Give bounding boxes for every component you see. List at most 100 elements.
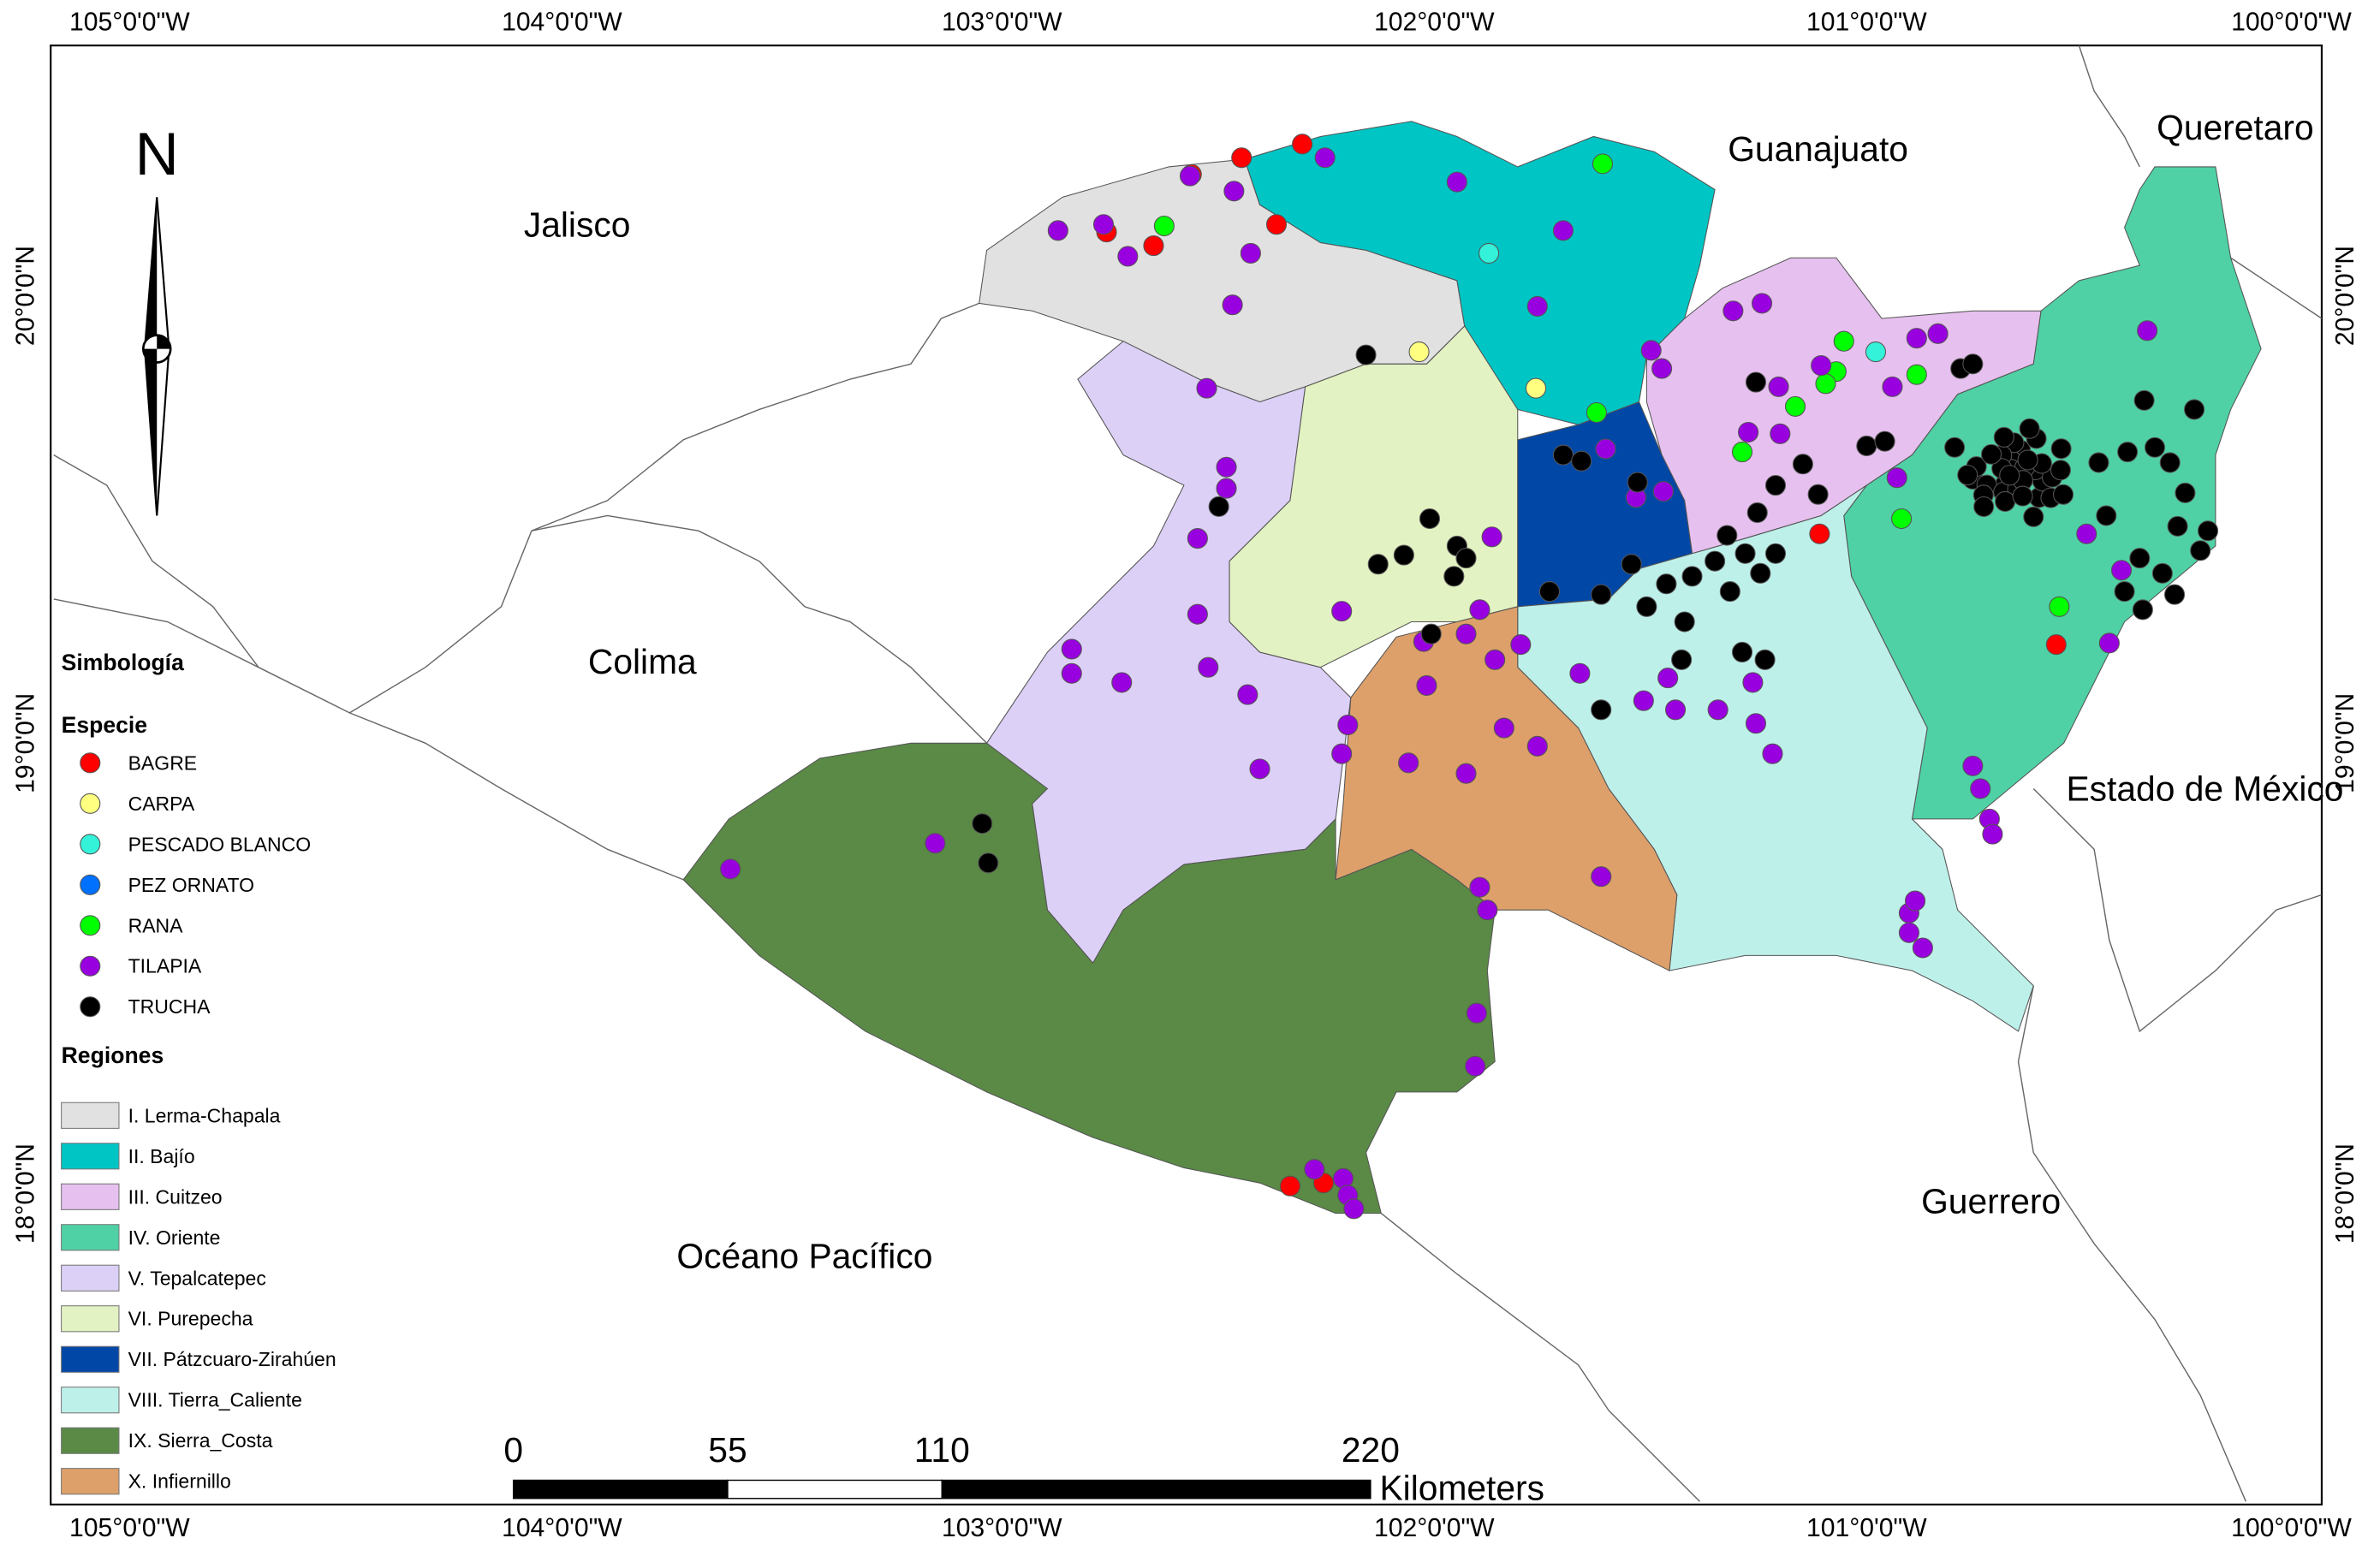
place-label: Jalisco <box>524 205 631 244</box>
occurrence-point <box>1980 443 2002 465</box>
occurrence-point <box>1865 341 1887 363</box>
occurrence-point <box>1657 668 1679 689</box>
occurrence-point <box>1815 373 1836 395</box>
occurrence-point <box>720 858 741 880</box>
legend-symbol <box>80 996 101 1018</box>
place-label: Guerrero <box>1921 1182 2061 1221</box>
occurrence-point <box>1408 341 1430 363</box>
occurrence-point <box>2137 320 2158 341</box>
occurrence-point <box>2023 506 2044 527</box>
legend-swatch <box>61 1143 120 1170</box>
occurrence-point <box>1723 300 1744 322</box>
occurrence-point <box>1314 147 1336 169</box>
occurrence-point <box>1479 242 1500 264</box>
occurrence-point <box>1198 656 1219 678</box>
legend-label: V. Tepalcatepec <box>128 1267 266 1289</box>
occurrence-point <box>1337 714 1359 736</box>
arrow-upper-shade <box>145 197 158 349</box>
occurrence-point <box>1731 442 1753 463</box>
occurrence-point <box>1962 353 1984 375</box>
occurrence-point <box>1153 215 1175 237</box>
occurrence-point <box>2167 515 2188 537</box>
occurrence-point <box>1633 690 1654 711</box>
occurrence-point <box>925 833 946 854</box>
occurrence-point <box>1898 922 1919 943</box>
occurrence-point <box>2184 399 2205 420</box>
legend-symbol <box>80 955 101 977</box>
occurrence-point <box>1443 566 1465 587</box>
occurrence-point <box>1970 778 1991 799</box>
occurrence-point <box>1469 599 1490 621</box>
latitude-label: 20°0'0"N <box>2331 246 2359 346</box>
occurrence-point <box>1231 147 1252 169</box>
occurrence-point <box>1304 1159 1325 1180</box>
occurrence-point <box>1636 596 1657 617</box>
occurrence-point <box>1216 456 1237 478</box>
occurrence-point <box>1927 323 1949 344</box>
legend-symbol <box>80 752 101 774</box>
occurrence-point <box>1811 355 1832 377</box>
longitude-label: 103°0'0"W <box>942 1514 1062 1542</box>
occurrence-point <box>1707 699 1728 721</box>
occurrence-point <box>2190 540 2211 561</box>
occurrence-point <box>1240 242 1261 264</box>
occurrence-point <box>1764 474 1787 496</box>
longitude-label: 103°0'0"W <box>942 8 1062 36</box>
occurrence-point <box>2052 484 2074 505</box>
north-label: N <box>135 121 179 188</box>
occurrence-point <box>1196 377 1217 399</box>
occurrence-point <box>1419 508 1441 530</box>
longitude-label: 104°0'0"W <box>502 1514 622 1542</box>
longitude-label: 101°0'0"W <box>1806 8 1927 36</box>
occurrence-point <box>1906 328 1927 349</box>
occurrence-point <box>1187 528 1208 549</box>
occurrence-point <box>1640 340 1662 361</box>
regions-title: Regiones <box>62 1042 164 1068</box>
occurrence-point <box>1466 1002 1487 1024</box>
legend-swatch <box>61 1427 120 1454</box>
occurrence-point <box>1526 735 1548 757</box>
occurrence-point <box>2117 442 2139 463</box>
occurrence-point <box>1477 900 1498 921</box>
longitude-label: 105°0'0"W <box>69 8 190 36</box>
points <box>720 134 2219 1220</box>
place-label: Guanajuato <box>1728 129 1908 169</box>
occurrence-point <box>1671 649 1693 670</box>
legend-swatch <box>61 1102 120 1129</box>
occurrence-point <box>2144 436 2166 458</box>
occurrence-point <box>1538 581 1561 603</box>
occurrence-point <box>1745 371 1767 393</box>
occurrence-point <box>1420 623 1442 644</box>
occurrence-point <box>978 852 999 874</box>
occurrence-point <box>1237 684 1258 705</box>
labels: 105°0'0"W 104°0'0"W 103°0'0"W 102°0'0"W 101°… <box>12 8 2359 1542</box>
occurrence-point <box>1465 1055 1486 1077</box>
occurrence-point <box>1762 743 1783 764</box>
occurrence-point <box>1493 717 1514 739</box>
legend-label: CARPA <box>128 793 195 815</box>
occurrence-point <box>1719 581 1740 603</box>
longitude-label: 100°0'0"W <box>2231 1514 2352 1542</box>
legend-label: IX. Sierra_Costa <box>128 1429 273 1452</box>
legend-label: TILAPIA <box>128 955 202 977</box>
occurrence-point <box>2133 389 2155 411</box>
occurrence-point <box>2017 449 2038 471</box>
occurrence-point <box>1886 467 1907 489</box>
occurrence-point <box>2076 523 2097 544</box>
occurrence-point <box>1856 435 1877 457</box>
occurrence-point <box>1343 1198 1365 1220</box>
occurrence-point <box>2114 581 2135 603</box>
occurrence-point <box>1807 484 1829 505</box>
occurrence-point <box>1738 421 1759 443</box>
occurrence-point <box>1792 454 1813 475</box>
occurrence-point <box>1745 713 1767 734</box>
occurrence-point <box>1552 220 1574 241</box>
occurrence-point <box>1734 543 1756 564</box>
occurrence-point <box>1595 438 1616 460</box>
occurrence-point <box>2159 452 2181 473</box>
occurrence-point <box>1621 554 1642 575</box>
longitude-label: 101°0'0"W <box>1806 1514 1927 1542</box>
legend-label: TRUCHA <box>128 995 211 1018</box>
longitude-label: 100°0'0"W <box>2231 8 2352 36</box>
occurrence-point <box>1731 641 1753 663</box>
